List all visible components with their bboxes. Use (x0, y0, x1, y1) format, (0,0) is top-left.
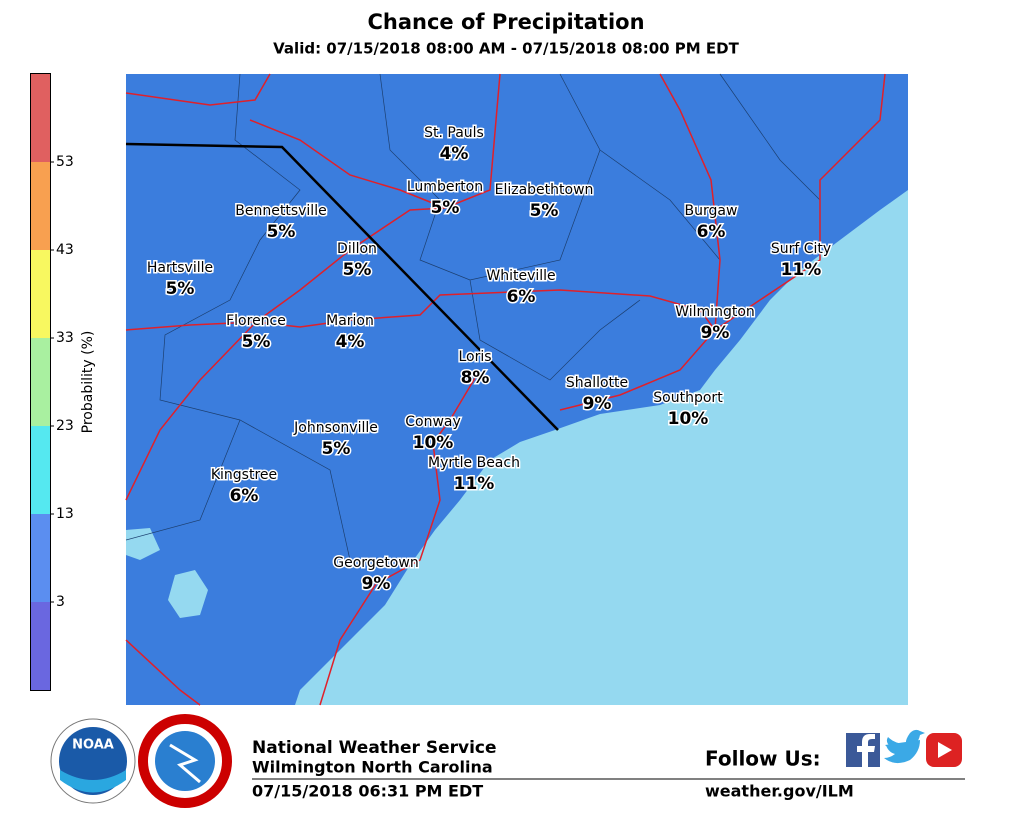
city-chance: 9% (701, 323, 730, 343)
city-name: Shallotte (566, 375, 628, 391)
colorbar-segment (31, 74, 50, 162)
colorbar-segment (31, 602, 50, 690)
agency: National Weather Service (252, 738, 497, 758)
title: Chance of Precipitation (367, 10, 644, 34)
twitter-icon[interactable] (884, 729, 925, 764)
city-name: Georgetown (333, 555, 418, 571)
colorbar-segment (31, 514, 50, 602)
city-chance: 6% (507, 287, 536, 307)
city-name: St. Pauls (424, 125, 484, 141)
follow-us: Follow Us: (705, 747, 821, 771)
city-chance: 5% (530, 201, 559, 221)
colorbar-tick-label: 23 (56, 418, 74, 434)
city-name: Surf City (771, 241, 831, 257)
facebook-glyph (857, 734, 875, 767)
colorbar-segment (31, 162, 50, 250)
city-name: Wilmington (675, 304, 755, 320)
city-chance: 5% (242, 332, 271, 352)
city-name: Elizabethtown (495, 182, 594, 198)
lake (126, 528, 208, 618)
city-chance: 4% (336, 332, 365, 352)
city-name: Southport (653, 390, 723, 406)
city-chance: 4% (440, 144, 469, 164)
issued: 07/15/2018 06:31 PM EDT (252, 782, 483, 801)
city-chance: 10% (668, 409, 709, 429)
city-chance: 6% (230, 486, 259, 506)
city-chance: 11% (781, 260, 822, 280)
city-name: Johnsonville (293, 420, 378, 436)
city-name: Myrtle Beach (428, 455, 520, 471)
city-name: Loris (458, 349, 491, 365)
city-chance: 9% (583, 394, 612, 414)
nws-logo (138, 714, 232, 808)
city-name: Bennettsville (235, 203, 326, 219)
city-name: Marion (326, 313, 374, 329)
city-chance: 10% (413, 433, 454, 453)
city-name: Burgaw (685, 203, 738, 219)
city-chance: 5% (322, 439, 351, 459)
city-name: Hartsville (147, 260, 213, 276)
colorbar-tick-label: 13 (56, 506, 74, 522)
colorbar-tick-label: 33 (56, 330, 74, 346)
city-chance: 9% (362, 574, 391, 594)
map: St. Pauls 4% Lumberton 5% Elizabethtown 5% Ben… (125, 73, 908, 706)
noaa-text: NOAA (72, 738, 114, 753)
url[interactable]: weather.gov/ILM (705, 782, 854, 801)
colorbar-tick-label: 43 (56, 242, 74, 258)
city-chance: 11% (454, 474, 495, 494)
noaa-logo: NOAA (50, 718, 136, 804)
colorbar-segment (31, 426, 50, 514)
city-chance: 6% (697, 222, 726, 242)
city-chance: 5% (267, 222, 296, 242)
city-name: Conway (405, 414, 461, 430)
city-name: Florence (226, 313, 286, 329)
state-border (125, 142, 559, 431)
subtitle: Valid: 07/15/2018 08:00 AM - 07/15/2018 … (273, 40, 739, 58)
colorbar-label: Probability (%) (80, 331, 96, 434)
city-chance: 8% (461, 368, 490, 388)
colorbar-tick-label: 3 (56, 594, 65, 610)
youtube-glyph (938, 742, 952, 758)
colorbar-segment (31, 250, 50, 338)
ocean (295, 190, 908, 705)
city-name: Lumberton (407, 179, 483, 195)
office: Wilmington North Carolina (252, 758, 493, 777)
city-chance: 5% (343, 260, 372, 280)
roads (125, 73, 886, 706)
colorbar-tick-label: 53 (56, 154, 74, 170)
city-chance: 5% (431, 198, 460, 218)
city-chance: 5% (166, 279, 195, 299)
county-lines (125, 73, 821, 561)
colorbar-segment (31, 338, 50, 426)
city-name: Kingstree (211, 467, 277, 483)
city-name: Dillon (337, 241, 377, 257)
city-name: Whiteville (486, 268, 555, 284)
